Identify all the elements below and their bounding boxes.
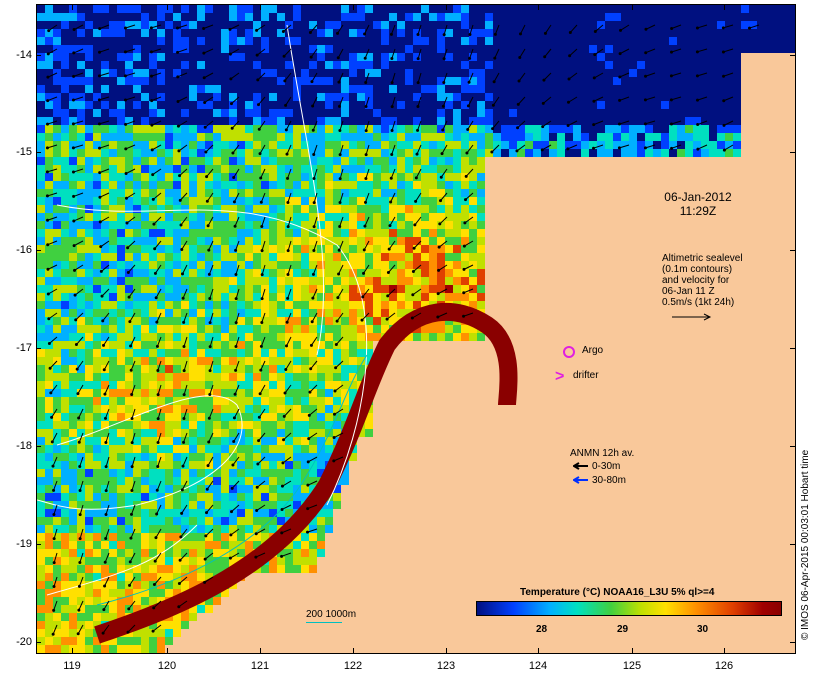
lat-tick xyxy=(790,642,795,643)
alt-line-1: Altimetric sealevel xyxy=(662,253,743,264)
anmn-deep-label: 30-80m xyxy=(592,475,626,486)
argo-label: Argo xyxy=(582,345,604,356)
lon-tick xyxy=(446,5,447,10)
shallow-arrow-icon xyxy=(573,462,588,470)
lon-tick xyxy=(353,5,354,10)
lat-tick-label: -19 xyxy=(16,538,32,550)
lat-tick xyxy=(790,348,795,349)
lon-tick-label: 124 xyxy=(528,660,548,672)
lat-tick xyxy=(790,152,795,153)
lon-tick xyxy=(260,5,261,10)
colorbar-tick-29: 29 xyxy=(617,624,629,635)
lon-tick xyxy=(72,648,73,653)
lon-tick xyxy=(538,648,539,653)
lon-tick xyxy=(724,5,725,10)
anmn-shallow-label: 0-30m xyxy=(592,461,621,472)
colorbar-tick-30: 30 xyxy=(697,624,709,635)
lon-tick xyxy=(632,5,633,10)
lat-tick-label: -16 xyxy=(16,244,32,256)
lat-tick xyxy=(36,250,41,251)
anmn-title: ANMN 12h av. xyxy=(570,448,635,459)
lon-tick xyxy=(632,648,633,653)
credit-text: © IMOS 06-Apr-2015 00:03:01 Hobart time xyxy=(800,449,811,640)
lat-tick xyxy=(36,55,41,56)
lat-tick xyxy=(790,250,795,251)
lat-tick-label: -14 xyxy=(16,49,32,61)
lon-tick xyxy=(167,5,168,10)
sst-map xyxy=(37,5,795,653)
lon-tick-label: 126 xyxy=(714,660,734,672)
colorbar-tick-28: 28 xyxy=(536,624,548,635)
map-plot-area xyxy=(36,4,796,654)
colorbar-title: Temperature (°C) NOAA16_L3U 5% ql>=4 xyxy=(520,587,715,598)
sst-raster xyxy=(37,5,795,653)
alt-line-5: 0.5m/s (1kt 24h) xyxy=(662,297,735,308)
lat-tick xyxy=(36,642,41,643)
lon-tick-label: 122 xyxy=(343,660,363,672)
argo-marker-icon xyxy=(563,346,575,358)
velocity-scale-arrow xyxy=(672,313,712,321)
image-timestamp: 06-Jan-2012 11:29Z xyxy=(648,190,748,218)
lat-tick xyxy=(36,446,41,447)
drifter-marker-icon: > xyxy=(555,368,565,385)
lon-tick xyxy=(260,648,261,653)
lon-tick-label: 123 xyxy=(436,660,456,672)
lon-tick-label: 119 xyxy=(63,660,81,672)
sealevel-contours xyxy=(37,24,368,606)
lon-tick xyxy=(724,648,725,653)
velocity-arrows xyxy=(45,24,760,636)
deep-arrow-icon xyxy=(573,476,588,484)
alt-line-3: and velocity for xyxy=(662,275,730,286)
lon-tick xyxy=(353,648,354,653)
depth-contour-line xyxy=(306,622,342,623)
lon-tick-label: 125 xyxy=(622,660,642,672)
depth-contour-legend: 200 1000m xyxy=(306,609,357,620)
lon-tick-label: 120 xyxy=(157,660,177,672)
lat-tick-label: -20 xyxy=(16,636,32,648)
time-line: 11:29Z xyxy=(679,204,717,218)
lon-tick xyxy=(538,5,539,10)
lon-tick xyxy=(72,5,73,10)
lat-tick-label: -17 xyxy=(16,342,32,354)
alt-line-2: (0.1m contours) xyxy=(662,264,733,275)
lat-tick xyxy=(36,544,41,545)
lat-tick-label: -18 xyxy=(16,440,32,452)
lat-tick xyxy=(790,446,795,447)
lat-tick xyxy=(36,348,41,349)
lon-tick xyxy=(167,648,168,653)
alt-line-4: 06-Jan 11 Z xyxy=(662,286,715,297)
date-line: 06-Jan-2012 xyxy=(664,190,732,204)
drifter-label: drifter xyxy=(573,370,599,381)
lat-tick-label: -15 xyxy=(16,146,32,158)
lat-tick xyxy=(790,544,795,545)
lon-tick-label: 121 xyxy=(250,660,270,672)
lat-tick xyxy=(790,55,795,56)
lat-tick xyxy=(36,152,41,153)
altimetry-legend: Altimetric sealevel (0.1m contours) and … xyxy=(662,253,782,308)
temperature-colorbar xyxy=(476,601,782,616)
lon-tick xyxy=(446,648,447,653)
